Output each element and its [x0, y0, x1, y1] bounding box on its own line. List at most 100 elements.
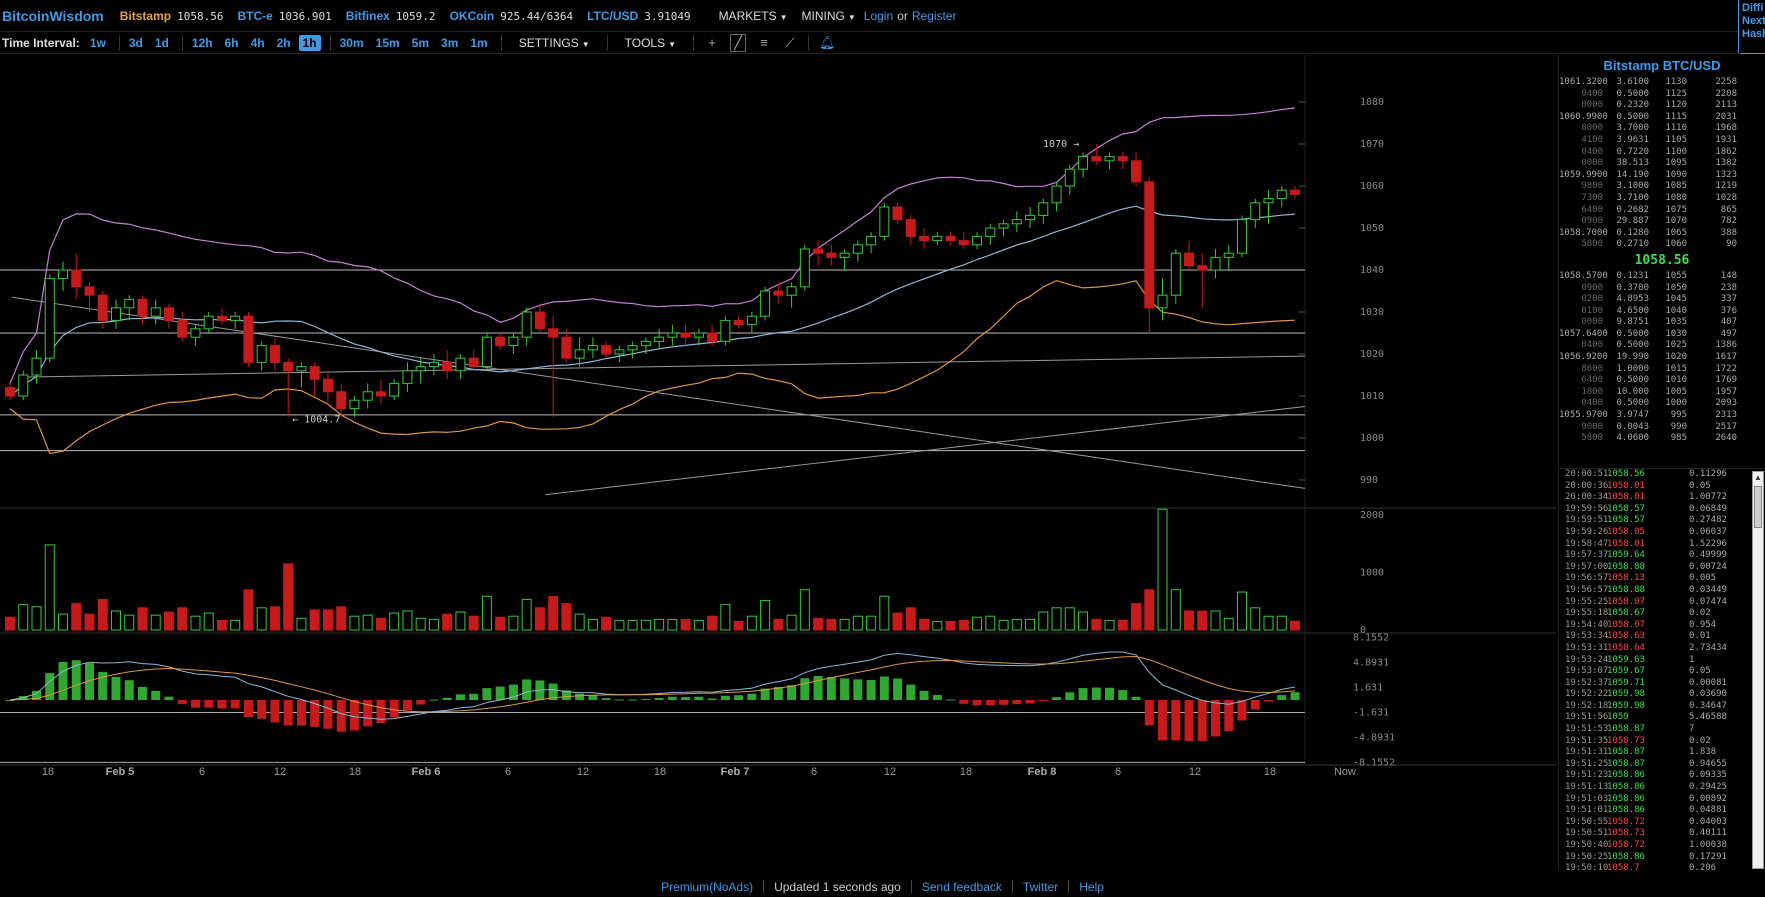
volume-bar	[1104, 619, 1115, 631]
ticker-name: LTC/USD	[587, 8, 639, 23]
order-book-row[interactable]: 0000 38.513 1095 1382	[1559, 158, 1765, 170]
ticker-ltcusd[interactable]: LTC/USD 3.91049	[587, 9, 690, 23]
ticker-bitstamp[interactable]: Bitstamp 1058.56	[120, 9, 224, 23]
interval-4h[interactable]: 4h	[250, 35, 265, 50]
order-book-bids: 1058.5700 0.1231 1055 148 0900 0.3700 1050 238 0…	[1559, 271, 1765, 445]
ticker-okcoin[interactable]: OKCoin 925.44/6364	[450, 9, 574, 23]
order-book-row[interactable]: 8000 3.7000 1110 1968	[1559, 123, 1765, 135]
depth-level: 1035	[1665, 317, 1687, 328]
scroll-up-icon[interactable]: ▲	[1754, 473, 1762, 482]
interval-30m[interactable]: 30m	[339, 35, 364, 50]
depth-level: 1115	[1665, 111, 1687, 122]
order-book-row[interactable]: 0400 0.5000 1025 1386	[1559, 340, 1765, 352]
markets-menu[interactable]: MARKETS ▼	[719, 9, 788, 23]
order-book-row[interactable]: 1061.3200 3.6100 1130 2258	[1559, 77, 1765, 89]
tools-menu[interactable]: TOOLS ▼	[625, 36, 676, 50]
order-book-row[interactable]: 7300 3.7100 1080 1028	[1559, 193, 1765, 205]
mining-menu-label: MINING	[801, 8, 845, 23]
settings-menu[interactable]: SETTINGS ▼	[519, 36, 590, 50]
macd-histogram-bar	[1012, 700, 1022, 705]
order-price: 0400	[1581, 146, 1603, 157]
interval-3m[interactable]: 3m	[441, 35, 459, 50]
send-feedback-link[interactable]: Send feedback	[921, 879, 1002, 894]
order-book-row[interactable]: 9800 3.1000 1085 1219	[1559, 181, 1765, 193]
brand-logo[interactable]: BitcoinWisdom	[2, 7, 104, 24]
trade-price: 1058.63	[1607, 631, 1645, 642]
interval-1h[interactable]: 1h	[298, 34, 321, 51]
order-book-row[interactable]: 6400 0.5000 1010 1769	[1559, 375, 1765, 387]
trade-amount: 0.04003	[1689, 816, 1727, 827]
trade-amount: 1.00038	[1689, 840, 1727, 850]
trade-price: 1058.57	[1607, 503, 1645, 514]
order-price: 8000	[1581, 123, 1603, 134]
interval-1m[interactable]: 1m	[470, 35, 488, 50]
divider	[500, 34, 502, 51]
trendline-icon[interactable]: ╱	[730, 33, 747, 52]
order-book-row[interactable]: 0000 9.8751 1035 407	[1559, 317, 1765, 329]
order-book-row[interactable]: 1059.9900 14.190 1090 1323	[1559, 170, 1765, 182]
order-price: 9000	[1581, 421, 1603, 432]
crosshair-icon[interactable]: +	[708, 35, 716, 50]
order-book-row[interactable]: 6400 0.2682 1075 865	[1559, 205, 1765, 217]
ticker-btce[interactable]: BTC-e 1036.901	[237, 9, 331, 23]
login-link[interactable]: Login	[863, 8, 894, 23]
interval-5m[interactable]: 5m	[411, 35, 430, 50]
order-book-row[interactable]: 1056.9200 19.990 1020 1617	[1559, 352, 1765, 364]
register-link[interactable]: Register	[911, 8, 957, 23]
order-book-row[interactable]: 1057.6400 0.5000 1030 497	[1559, 329, 1765, 341]
trade-time: 20:00:51	[1565, 469, 1609, 479]
order-book-row[interactable]: 4100 3.9631 1105 1931	[1559, 135, 1765, 147]
interval-2h[interactable]: 2h	[276, 35, 291, 50]
order-book-row[interactable]: 5800 4.0600 985 2640	[1559, 433, 1765, 445]
order-book-row[interactable]: 5800 0.2710 1060 90	[1559, 239, 1765, 251]
order-book-row[interactable]: 0000 0.2320 1120 2113	[1559, 100, 1765, 112]
premium-link[interactable]: Premium(NoAds)	[661, 879, 754, 894]
order-book-row[interactable]: 9000 0.0043 990 2517	[1559, 422, 1765, 434]
help-link[interactable]: Help	[1079, 879, 1104, 894]
ticker-bitfinex[interactable]: Bitfinex 1059.2	[346, 9, 436, 23]
order-book-row[interactable]: 1055.9700 3.9747 995 2313	[1559, 410, 1765, 422]
trades-scrollbar[interactable]: ▲	[1752, 471, 1764, 869]
order-book-row[interactable]: 0200 4.8953 1045 337	[1559, 294, 1765, 306]
order-book-row[interactable]: 1058.7000 0.1280 1065 388	[1559, 228, 1765, 240]
macd-histogram-bar	[1038, 700, 1048, 702]
horizontal-lines-icon[interactable]: ≡	[760, 35, 768, 50]
candle-body	[190, 328, 201, 338]
order-book-row[interactable]: 0400 0.5000 1000 2093	[1559, 398, 1765, 410]
interval-15m[interactable]: 15m	[375, 35, 400, 50]
macd-histogram-bar	[707, 698, 717, 700]
interval-6h[interactable]: 6h	[224, 35, 239, 50]
hashrate-link[interactable]: Hash	[1742, 28, 1765, 40]
mining-menu[interactable]: MINING ▼	[802, 9, 856, 23]
order-book-row[interactable]: 0900 29.887 1070 782	[1559, 216, 1765, 228]
interval-1d[interactable]: 1d	[154, 35, 169, 50]
fibonacci-icon[interactable]: ⟋	[785, 34, 795, 50]
candle-body	[495, 336, 506, 347]
interval-3d[interactable]: 3d	[128, 35, 143, 50]
chart-toolbar: Time Interval: 1w 3d 1d 12h 6h 4h 2h 1h …	[0, 32, 1740, 54]
trade-amount: 0.02	[1689, 608, 1711, 619]
order-amount: 0.3700	[1616, 282, 1649, 293]
order-book-row[interactable]: 0400 0.5000 1125 2208	[1559, 89, 1765, 101]
twitter-link[interactable]: Twitter	[1022, 879, 1059, 894]
bell-icon[interactable]: 🔔︎	[819, 34, 836, 50]
order-book-row[interactable]: 0400 0.7220 1100 1862	[1559, 147, 1765, 159]
volume-bar	[97, 598, 108, 631]
order-book-row[interactable]: 1058.5700 0.1231 1055 148	[1559, 271, 1765, 283]
trade-time: 19:51:35	[1565, 735, 1609, 746]
difficulty-link[interactable]: Diffi	[1742, 2, 1764, 14]
trade-amount: 0.03690	[1689, 689, 1727, 700]
scroll-thumb[interactable]	[1754, 486, 1762, 528]
macd-histogram-bar	[164, 696, 174, 700]
interval-1w[interactable]: 1w	[89, 35, 106, 50]
next-link[interactable]: Next	[1742, 15, 1765, 27]
order-book-row[interactable]: 0100 4.6500 1040 376	[1559, 306, 1765, 318]
order-price: 1060.9900	[1559, 111, 1608, 122]
volume-bar	[1131, 603, 1142, 631]
order-book-row[interactable]: 8600 1.0000 1015 1722	[1559, 364, 1765, 376]
interval-12h[interactable]: 12h	[191, 35, 213, 50]
order-book-row[interactable]: 0900 0.3700 1050 238	[1559, 283, 1765, 295]
order-book-row[interactable]: 1800 10.000 1005 1957	[1559, 387, 1765, 399]
order-book-row[interactable]: 1060.9900 0.5000 1115 2031	[1559, 112, 1765, 124]
price-chart[interactable]: 1080 1070 1060 1050 1040 1030 1020 1010 1000 990 1…	[0, 55, 1556, 876]
